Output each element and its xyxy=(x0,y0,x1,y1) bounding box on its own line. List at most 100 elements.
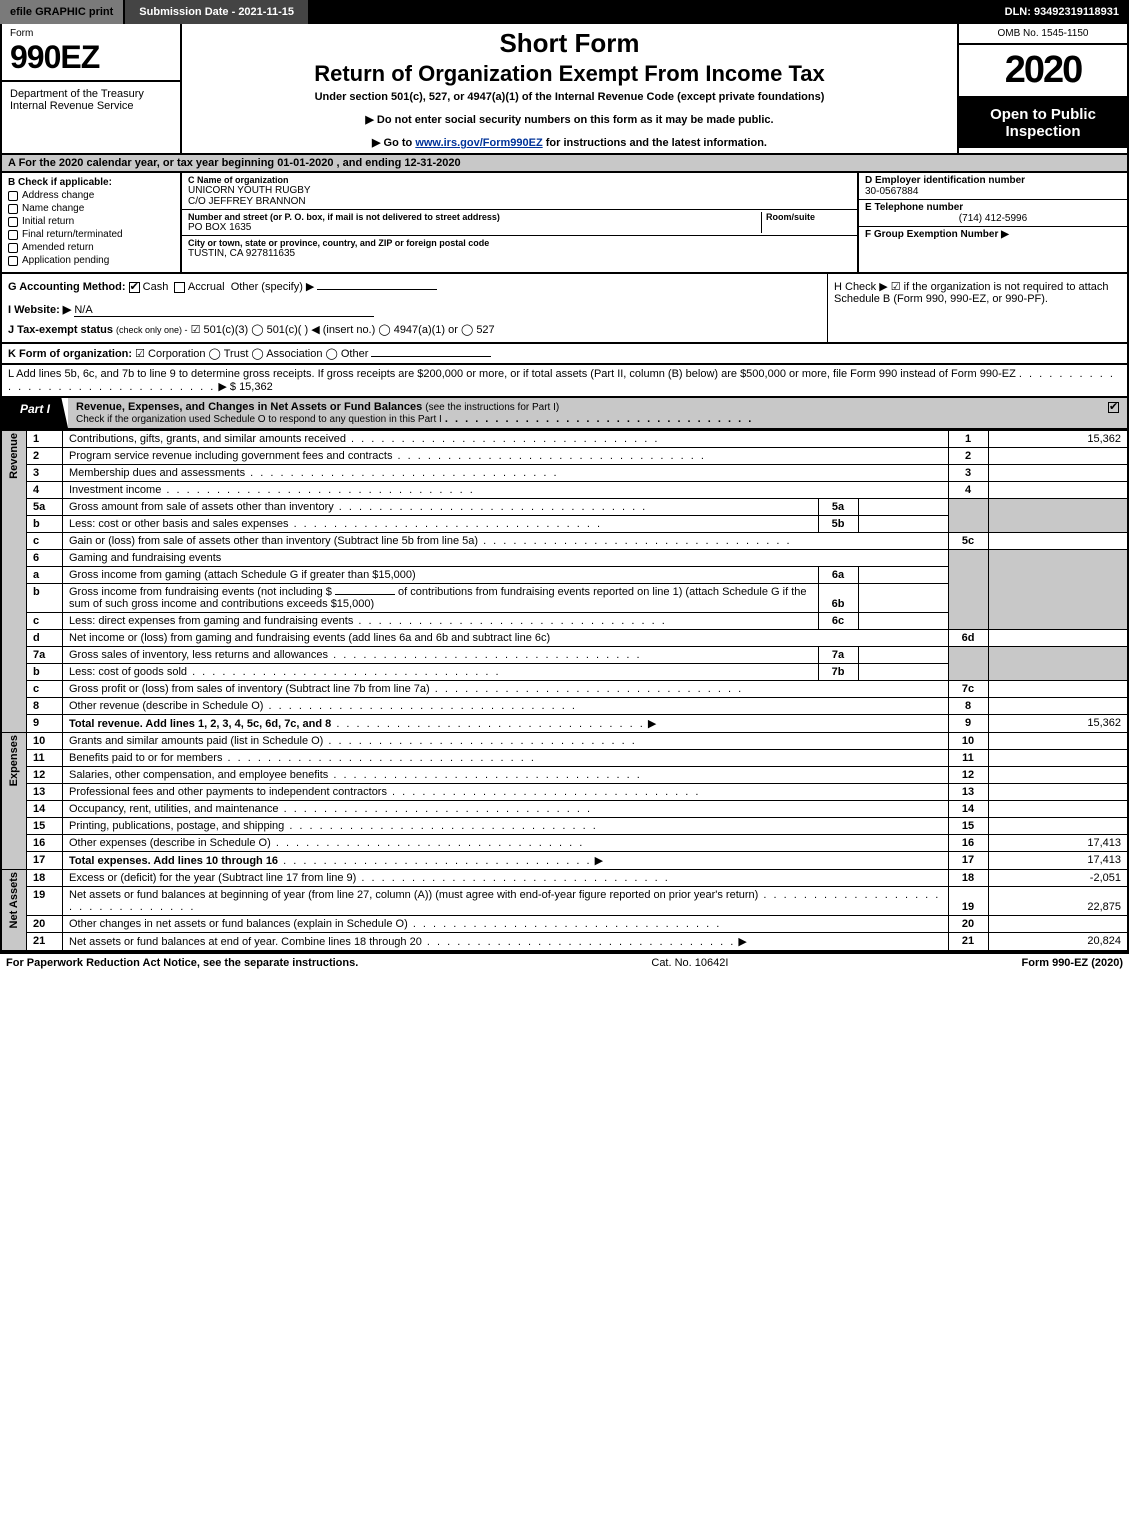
line-num: b xyxy=(27,584,63,613)
line-desc: Benefits paid to or for members xyxy=(63,750,949,767)
under-section: Under section 501(c), 527, or 4947(a)(1)… xyxy=(192,91,947,103)
f-label: F Group Exemption Number ▶ xyxy=(865,229,1121,240)
line-desc: Other revenue (describe in Schedule O) xyxy=(63,698,949,715)
line-val xyxy=(988,916,1128,933)
line-val xyxy=(988,801,1128,818)
line-ref: 1 xyxy=(948,431,988,448)
line-desc: Gaming and fundraising events xyxy=(63,550,949,567)
line-ref: 12 xyxy=(948,767,988,784)
sub-val xyxy=(858,499,948,516)
line-desc: Gross profit or (loss) from sales of inv… xyxy=(63,681,949,698)
line-num: 6 xyxy=(27,550,63,567)
cb-initial-return[interactable]: Initial return xyxy=(8,216,174,227)
line-ref: 14 xyxy=(948,801,988,818)
sub-ref: 6a xyxy=(818,567,858,584)
line-desc: Less: cost of goods sold xyxy=(63,664,819,681)
chk-cash[interactable] xyxy=(129,282,140,293)
row-a-tax-year: A For the 2020 calendar year, or tax yea… xyxy=(0,155,1129,173)
sub-val xyxy=(858,664,948,681)
g-accounting: G Accounting Method: Cash Accrual Other … xyxy=(8,280,821,293)
line-val: 15,362 xyxy=(988,431,1128,448)
line-val: -2,051 xyxy=(988,870,1128,887)
form-number: 990EZ xyxy=(10,39,172,76)
line-ref: 10 xyxy=(948,733,988,750)
dept-treasury: Department of the Treasury xyxy=(10,88,172,100)
line-desc: Less: direct expenses from gaming and fu… xyxy=(63,613,819,630)
sub-val xyxy=(858,647,948,664)
line-desc: Total expenses. Add lines 10 through 16 … xyxy=(63,852,949,870)
line-num: d xyxy=(27,630,63,647)
line-num: 2 xyxy=(27,448,63,465)
shade xyxy=(988,647,1128,681)
part-i-subtitle: (see the instructions for Part I) xyxy=(425,402,559,413)
line-desc: Net income or (loss) from gaming and fun… xyxy=(63,630,949,647)
care-of: C/O JEFFREY BRANNON xyxy=(188,196,851,207)
topbar: efile GRAPHIC print Submission Date - 20… xyxy=(0,0,1129,24)
room-label: Room/suite xyxy=(766,212,851,222)
line-num: b xyxy=(27,664,63,681)
cb-application-pending[interactable]: Application pending xyxy=(8,255,174,266)
cb-address-change[interactable]: Address change xyxy=(8,190,174,201)
form-label: Form xyxy=(10,28,172,39)
addr-label: Number and street (or P. O. box, if mail… xyxy=(188,212,761,222)
col-c-org-info: C Name of organization UNICORN YOUTH RUG… xyxy=(182,173,857,272)
line-desc: Investment income xyxy=(63,482,949,499)
line-val xyxy=(988,448,1128,465)
line-val xyxy=(988,465,1128,482)
org-city: TUSTIN, CA 927811635 xyxy=(188,248,851,259)
line-val xyxy=(988,630,1128,647)
line-val xyxy=(988,533,1128,550)
chk-accrual[interactable] xyxy=(174,282,185,293)
line-num: 19 xyxy=(27,887,63,916)
line-ref: 15 xyxy=(948,818,988,835)
line-val: 17,413 xyxy=(988,835,1128,852)
line-val: 15,362 xyxy=(988,715,1128,733)
line-desc: Grants and similar amounts paid (list in… xyxy=(63,733,949,750)
sub-ref: 6b xyxy=(818,584,858,613)
chk-part-i-schedule-o[interactable] xyxy=(1108,402,1119,413)
line-num: 21 xyxy=(27,933,63,952)
h-schedule-b: H Check ▶ ☑ if the organization is not r… xyxy=(827,274,1127,342)
line-num: 3 xyxy=(27,465,63,482)
shade xyxy=(988,499,1128,533)
line-num: 12 xyxy=(27,767,63,784)
line-num: b xyxy=(27,516,63,533)
b-header: B Check if applicable: xyxy=(8,177,174,188)
line-desc: Gross income from fundraising events (no… xyxy=(63,584,819,613)
irs-link[interactable]: www.irs.gov/Form990EZ xyxy=(415,137,542,149)
line-num: 18 xyxy=(27,870,63,887)
line-val: 20,824 xyxy=(988,933,1128,952)
goto-instructions: ▶ Go to www.irs.gov/Form990EZ for instru… xyxy=(192,136,947,149)
line-num: c xyxy=(27,533,63,550)
sub-val xyxy=(858,516,948,533)
line-ref: 5c xyxy=(948,533,988,550)
line-val xyxy=(988,681,1128,698)
cb-amended-return[interactable]: Amended return xyxy=(8,242,174,253)
line-desc: Total revenue. Add lines 1, 2, 3, 4, 5c,… xyxy=(63,715,949,733)
j-tax-exempt: J Tax-exempt status (check only one) - ☑… xyxy=(8,323,821,336)
line-num: 10 xyxy=(27,733,63,750)
submission-date: Submission Date - 2021-11-15 xyxy=(125,0,308,24)
cb-final-return[interactable]: Final return/terminated xyxy=(8,229,174,240)
line-num: 7a xyxy=(27,647,63,664)
part-i-header: Part I Revenue, Expenses, and Changes in… xyxy=(0,398,1129,430)
line-val: 22,875 xyxy=(988,887,1128,916)
e-label: E Telephone number xyxy=(865,202,1121,213)
line-ref: 19 xyxy=(948,887,988,916)
line-num: 16 xyxy=(27,835,63,852)
line-desc: Salaries, other compensation, and employ… xyxy=(63,767,949,784)
line-desc: Other changes in net assets or fund bala… xyxy=(63,916,949,933)
line-desc: Net assets or fund balances at beginning… xyxy=(63,887,949,916)
col-b-checkboxes: B Check if applicable: Address change Na… xyxy=(2,173,182,272)
tab-net-assets: Net Assets xyxy=(1,870,27,952)
line-val xyxy=(988,733,1128,750)
cb-name-change[interactable]: Name change xyxy=(8,203,174,214)
line-desc: Excess or (deficit) for the year (Subtra… xyxy=(63,870,949,887)
city-label: City or town, state or province, country… xyxy=(188,238,851,248)
line-desc: Gross sales of inventory, less returns a… xyxy=(63,647,819,664)
line-val xyxy=(988,750,1128,767)
line-ref: 3 xyxy=(948,465,988,482)
efile-print-button[interactable]: efile GRAPHIC print xyxy=(0,0,125,24)
line-num: 4 xyxy=(27,482,63,499)
line-num: 5a xyxy=(27,499,63,516)
